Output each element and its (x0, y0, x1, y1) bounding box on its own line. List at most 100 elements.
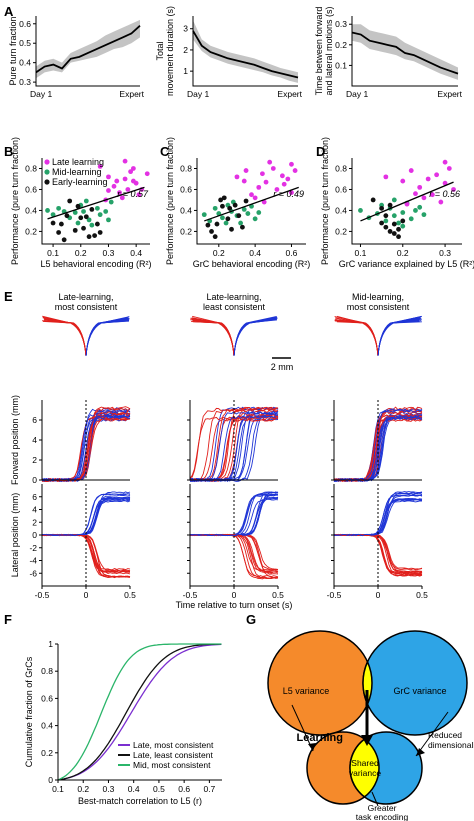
point-early-B (58, 221, 64, 227)
point-late-C (270, 166, 276, 171)
paw-trajectory-trace_red (43, 318, 87, 357)
x-tick-label-f: 0.7 (203, 784, 215, 794)
lateral-y-tick-label: -2 (29, 543, 37, 553)
x-tick-label-expert-A3: Expert (437, 89, 462, 99)
paw-trajectory-trace_blue (377, 320, 420, 357)
y-axis-label-f: Cumulative fraction of GrCs (24, 656, 34, 767)
x-tick-label-B: 0.4 (130, 248, 142, 258)
point-mid-B (94, 205, 100, 211)
paw-trajectory-trace_blue (233, 318, 278, 357)
lateral-y-tick-label: 6 (32, 492, 37, 502)
x-tick-label-f: 0.3 (103, 784, 115, 794)
lateral-y-tick-label: 4 (32, 505, 37, 515)
point-early-B (92, 233, 98, 239)
point-early-B (72, 227, 78, 233)
y-tick-label-A3: 0.1 (335, 60, 347, 70)
paw-trajectory-trace_red (335, 319, 379, 357)
point-late-B (114, 178, 120, 184)
x-tick-label-e: -0.5 (327, 590, 342, 600)
arrow-l5-to-shared (291, 704, 314, 752)
point-late-B (122, 176, 128, 182)
y-tick-label-f: 0.6 (41, 693, 53, 703)
point-early-C (209, 229, 214, 234)
point-early-B (97, 230, 103, 235)
panel-label-d: D (316, 144, 325, 159)
point-mid-B (89, 222, 95, 228)
lateral-trace-trace_blue (189, 494, 278, 536)
x-tick-label-e: 0 (232, 590, 237, 600)
scale-bar-label: 2 mm (271, 362, 294, 372)
point-late-D (446, 166, 452, 171)
x-axis-label-D: GrC variance explained by L5 (R²) (339, 259, 474, 269)
lateral-y-tick-label: 2 (32, 517, 37, 527)
paw-trajectory-trace_blue (233, 318, 278, 357)
legend-label-2: Mid, most consistent (133, 760, 211, 770)
point-mid-C (223, 220, 229, 226)
x-axis-label-e: Time relative to turn onset (s) (176, 600, 293, 610)
r-value-B: r = 0.57 (117, 189, 149, 199)
y-axis-label-A3: and lateral motions (s) (324, 6, 334, 95)
point-mid-B (86, 217, 92, 223)
x-tick-label-B: 0.2 (75, 248, 87, 258)
point-early-D (370, 197, 376, 203)
sem-band-A1 (36, 19, 140, 79)
point-early-D (379, 220, 385, 226)
column-title-line2-1: least consistent (203, 302, 266, 312)
y-tick-label-A2: 2 (183, 45, 188, 55)
point-early-C (232, 202, 238, 208)
point-late-C (263, 179, 269, 185)
point-late-B (130, 166, 136, 171)
point-late-B (130, 178, 136, 184)
point-mid-D (358, 208, 363, 213)
fit-line-B (47, 186, 145, 220)
paw-trajectory-trace_blue (377, 318, 422, 357)
x-tick-label-C: 0.2 (213, 248, 225, 258)
point-mid-D (421, 212, 427, 218)
paw-trajectory-trace_red (44, 320, 87, 357)
point-early-D (383, 224, 389, 230)
point-mid-D (396, 220, 401, 226)
point-late-C (241, 178, 247, 184)
point-late-B (144, 171, 150, 177)
y-tick-label-A3: 0.2 (335, 40, 347, 50)
learning-label: Learning (297, 732, 343, 744)
forward-trace-trace_blue (333, 409, 423, 482)
paw-trajectory-trace_red (335, 317, 379, 357)
point-late-C (267, 159, 273, 165)
y-tick-label-f: 0.2 (41, 748, 53, 758)
point-late-C (252, 195, 258, 201)
legend-marker-2 (44, 179, 50, 185)
point-late-D (442, 159, 448, 165)
point-late-C (260, 171, 265, 177)
y-tick-label-C: 0.2 (180, 226, 192, 236)
axes-B (41, 158, 150, 245)
paw-trajectory-trace_blue (233, 319, 276, 357)
point-late-B (128, 169, 134, 175)
panel-label-g: G (246, 612, 256, 627)
y-axis-label-A1: Pure turn fraction (8, 16, 18, 85)
point-mid-D (400, 210, 406, 215)
point-early-C (229, 226, 234, 232)
reduced-dimensionality-label-1: Reduced (428, 730, 462, 740)
x-tick-label-f: 0.5 (153, 784, 165, 794)
greater-task-encoding-label-1: Greater (368, 803, 397, 813)
reduced-dimensionality-label-2: dimensionality (428, 740, 474, 750)
paw-trajectory-trace_red (191, 318, 235, 357)
paw-trajectory-trace_red (42, 320, 87, 357)
y-tick-label-C: 0.4 (180, 205, 192, 215)
point-late-B (106, 174, 111, 180)
panel-label-a: A (4, 4, 14, 19)
point-late-D (413, 191, 418, 197)
point-late-D (400, 178, 406, 184)
paw-trajectory-trace_blue (85, 319, 129, 357)
arrow-head-left (308, 743, 316, 751)
l5-variance-circle (267, 630, 373, 736)
point-early-C (240, 224, 245, 230)
point-mid-C (201, 212, 207, 218)
point-mid-B (75, 220, 81, 226)
y-tick-label-f: 0.8 (41, 666, 53, 676)
x-tick-label-e: -0.5 (35, 590, 50, 600)
point-early-C (220, 203, 225, 209)
paw-trajectory-trace_red (190, 317, 235, 357)
paw-trajectory-trace_red (191, 317, 235, 357)
